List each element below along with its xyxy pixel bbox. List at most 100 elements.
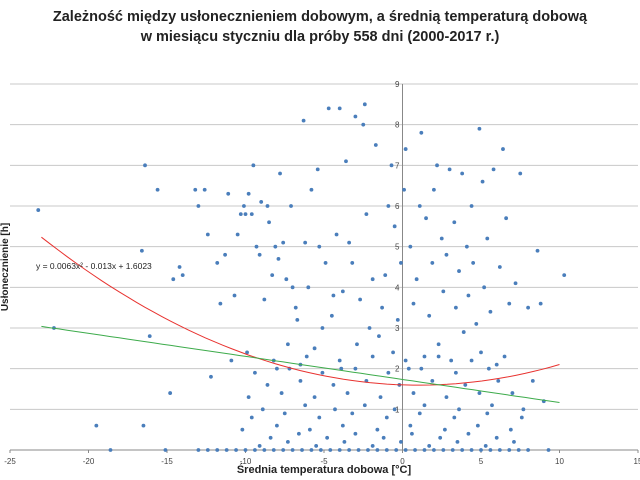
data-point: [378, 395, 383, 400]
data-point: [108, 448, 113, 452]
data-points: [36, 102, 567, 452]
data-point: [535, 248, 540, 253]
data-point: [373, 143, 378, 147]
x-tick-label: -20: [83, 457, 95, 466]
data-point: [501, 147, 505, 151]
data-point: [395, 317, 400, 322]
data-point: [375, 427, 380, 432]
data-point: [275, 366, 279, 371]
data-point: [513, 281, 518, 286]
data-point: [432, 448, 436, 452]
data-point: [337, 448, 342, 452]
data-point: [347, 448, 352, 452]
data-point: [289, 204, 293, 208]
data-point: [293, 305, 298, 310]
data-point: [444, 395, 449, 400]
y-tick-label: 7: [395, 161, 400, 170]
data-point: [490, 403, 494, 408]
data-point: [246, 191, 251, 196]
data-point: [386, 204, 391, 208]
data-point: [155, 187, 160, 192]
x-tick-label: 0: [400, 457, 405, 466]
data-point: [380, 305, 384, 310]
data-point: [265, 383, 270, 387]
data-point: [402, 187, 406, 192]
data-point: [460, 448, 465, 452]
data-point: [276, 256, 281, 261]
data-point: [339, 366, 344, 371]
data-point: [307, 427, 312, 432]
data-point: [290, 448, 295, 452]
data-point: [353, 366, 358, 371]
data-point: [447, 167, 452, 172]
data-point: [235, 232, 240, 237]
y-tick-label: 9: [395, 80, 400, 89]
data-point: [253, 448, 257, 452]
data-point: [347, 240, 352, 245]
data-point: [333, 407, 337, 412]
data-point: [344, 159, 348, 164]
data-point: [303, 403, 308, 408]
polynomial-trendline: [41, 236, 560, 386]
data-point: [268, 435, 273, 440]
chart-title: Zależność między usłonecznieniem dobowym…: [52, 9, 588, 25]
data-point: [384, 415, 389, 420]
data-point: [408, 423, 413, 428]
data-point: [392, 407, 397, 412]
data-point: [452, 220, 457, 225]
data-point: [486, 366, 491, 371]
data-point: [366, 448, 370, 452]
data-point: [202, 187, 207, 192]
data-point: [262, 297, 267, 302]
data-point: [273, 244, 278, 249]
data-point: [427, 444, 432, 448]
data-point: [320, 370, 325, 375]
x-tick-label: -25: [4, 457, 16, 466]
data-point: [350, 411, 355, 416]
data-point: [430, 378, 435, 383]
chart-subtitle: w miesiącu styczniu dla próby 558 dni (2…: [140, 29, 500, 45]
data-point: [377, 334, 381, 339]
data-point: [246, 395, 251, 400]
data-point: [444, 252, 449, 257]
x-tick-label: -10: [240, 457, 252, 466]
data-point: [466, 431, 471, 436]
data-point: [453, 305, 458, 310]
data-point: [453, 370, 458, 375]
data-point: [494, 362, 499, 367]
data-point: [403, 448, 408, 452]
data-point: [479, 350, 483, 355]
x-tick-label: 15: [634, 457, 640, 466]
data-point: [320, 326, 325, 330]
data-point: [309, 187, 314, 192]
trendline-equation: y = 0.0063x² - 0.013x + 1.6023: [36, 261, 152, 271]
data-point: [275, 423, 279, 428]
data-point: [386, 370, 391, 375]
data-point: [249, 415, 254, 420]
data-point: [243, 212, 248, 217]
data-point: [419, 366, 424, 371]
y-tick-label: 4: [395, 283, 400, 292]
data-point: [414, 277, 419, 282]
data-point: [196, 204, 201, 208]
data-point: [224, 448, 229, 452]
data-point: [419, 130, 424, 135]
data-point: [441, 448, 446, 452]
data-point: [406, 366, 411, 371]
data-point: [362, 403, 367, 408]
data-point: [350, 261, 355, 265]
data-point: [312, 395, 317, 400]
data-point: [430, 261, 435, 265]
data-point: [282, 411, 287, 416]
data-point: [463, 383, 468, 387]
data-point: [497, 448, 502, 452]
data-point: [381, 435, 386, 440]
data-point: [223, 252, 227, 257]
data-point: [279, 391, 284, 395]
data-point: [141, 423, 146, 428]
data-point: [507, 301, 512, 306]
data-point: [254, 244, 259, 249]
data-point: [422, 354, 427, 359]
data-point: [439, 236, 444, 241]
